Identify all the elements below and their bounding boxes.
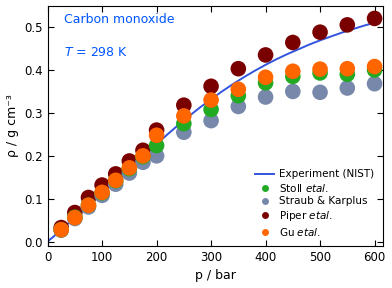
Point (208, 107, 214, 112)
Point (317, 67, 323, 71)
Point (153, 143, 160, 148)
Point (113, 172, 119, 176)
Point (208, 84, 214, 89)
Point (99, 190, 105, 195)
Point (58, 228, 64, 232)
Point (85, 203, 92, 208)
Point (126, 166, 132, 171)
Point (317, 30, 323, 35)
Point (72, 215, 78, 219)
Point (181, 130, 187, 134)
Point (113, 178, 119, 183)
Point (344, 66, 350, 71)
Point (262, 53, 269, 57)
Y-axis label: ρ / g cm⁻³: ρ / g cm⁻³ (5, 94, 18, 157)
Point (290, 69, 296, 73)
Point (208, 98, 214, 102)
Point (235, 104, 241, 109)
Point (344, 86, 350, 90)
Point (126, 171, 132, 175)
Point (126, 166, 132, 170)
Point (85, 203, 92, 208)
Point (72, 215, 78, 220)
Text: Carbon monoxide: Carbon monoxide (64, 13, 175, 26)
Point (72, 216, 78, 221)
Point (140, 148, 146, 153)
Point (99, 183, 105, 187)
Point (99, 193, 105, 198)
Point (317, 71, 323, 75)
Point (344, 72, 350, 77)
Legend: Experiment (NIST), Stoll $\it{et al.}$, Straub & Karplus, Piper $\it{et al.}$, G: Experiment (NIST), Stoll $\it{et al.}$, … (252, 166, 377, 241)
Point (208, 118, 214, 123)
Point (371, 68, 377, 72)
Point (85, 205, 92, 209)
Point (85, 195, 92, 200)
Point (262, 81, 269, 85)
Point (235, 93, 241, 98)
Point (262, 75, 269, 79)
X-axis label: p / bar: p / bar (195, 270, 236, 283)
Point (153, 128, 160, 132)
Point (235, 66, 241, 71)
Point (113, 179, 119, 183)
Point (290, 40, 296, 45)
Point (140, 160, 146, 165)
Point (371, 64, 377, 69)
Point (181, 103, 187, 107)
Point (113, 182, 119, 187)
Point (262, 95, 269, 99)
Point (181, 113, 187, 118)
Point (181, 121, 187, 126)
Point (290, 89, 296, 94)
Point (344, 22, 350, 27)
Point (58, 228, 64, 232)
Point (153, 154, 160, 158)
Point (290, 74, 296, 79)
Point (140, 154, 146, 158)
Point (72, 210, 78, 215)
Point (140, 154, 146, 159)
Point (58, 228, 64, 232)
Point (317, 90, 323, 94)
Point (235, 87, 241, 92)
Point (371, 16, 377, 21)
Point (99, 190, 105, 195)
Point (153, 133, 160, 138)
Point (371, 82, 377, 86)
Text: $\it{T}$ = 298 K: $\it{T}$ = 298 K (64, 46, 129, 59)
Point (126, 159, 132, 163)
Point (58, 225, 64, 230)
